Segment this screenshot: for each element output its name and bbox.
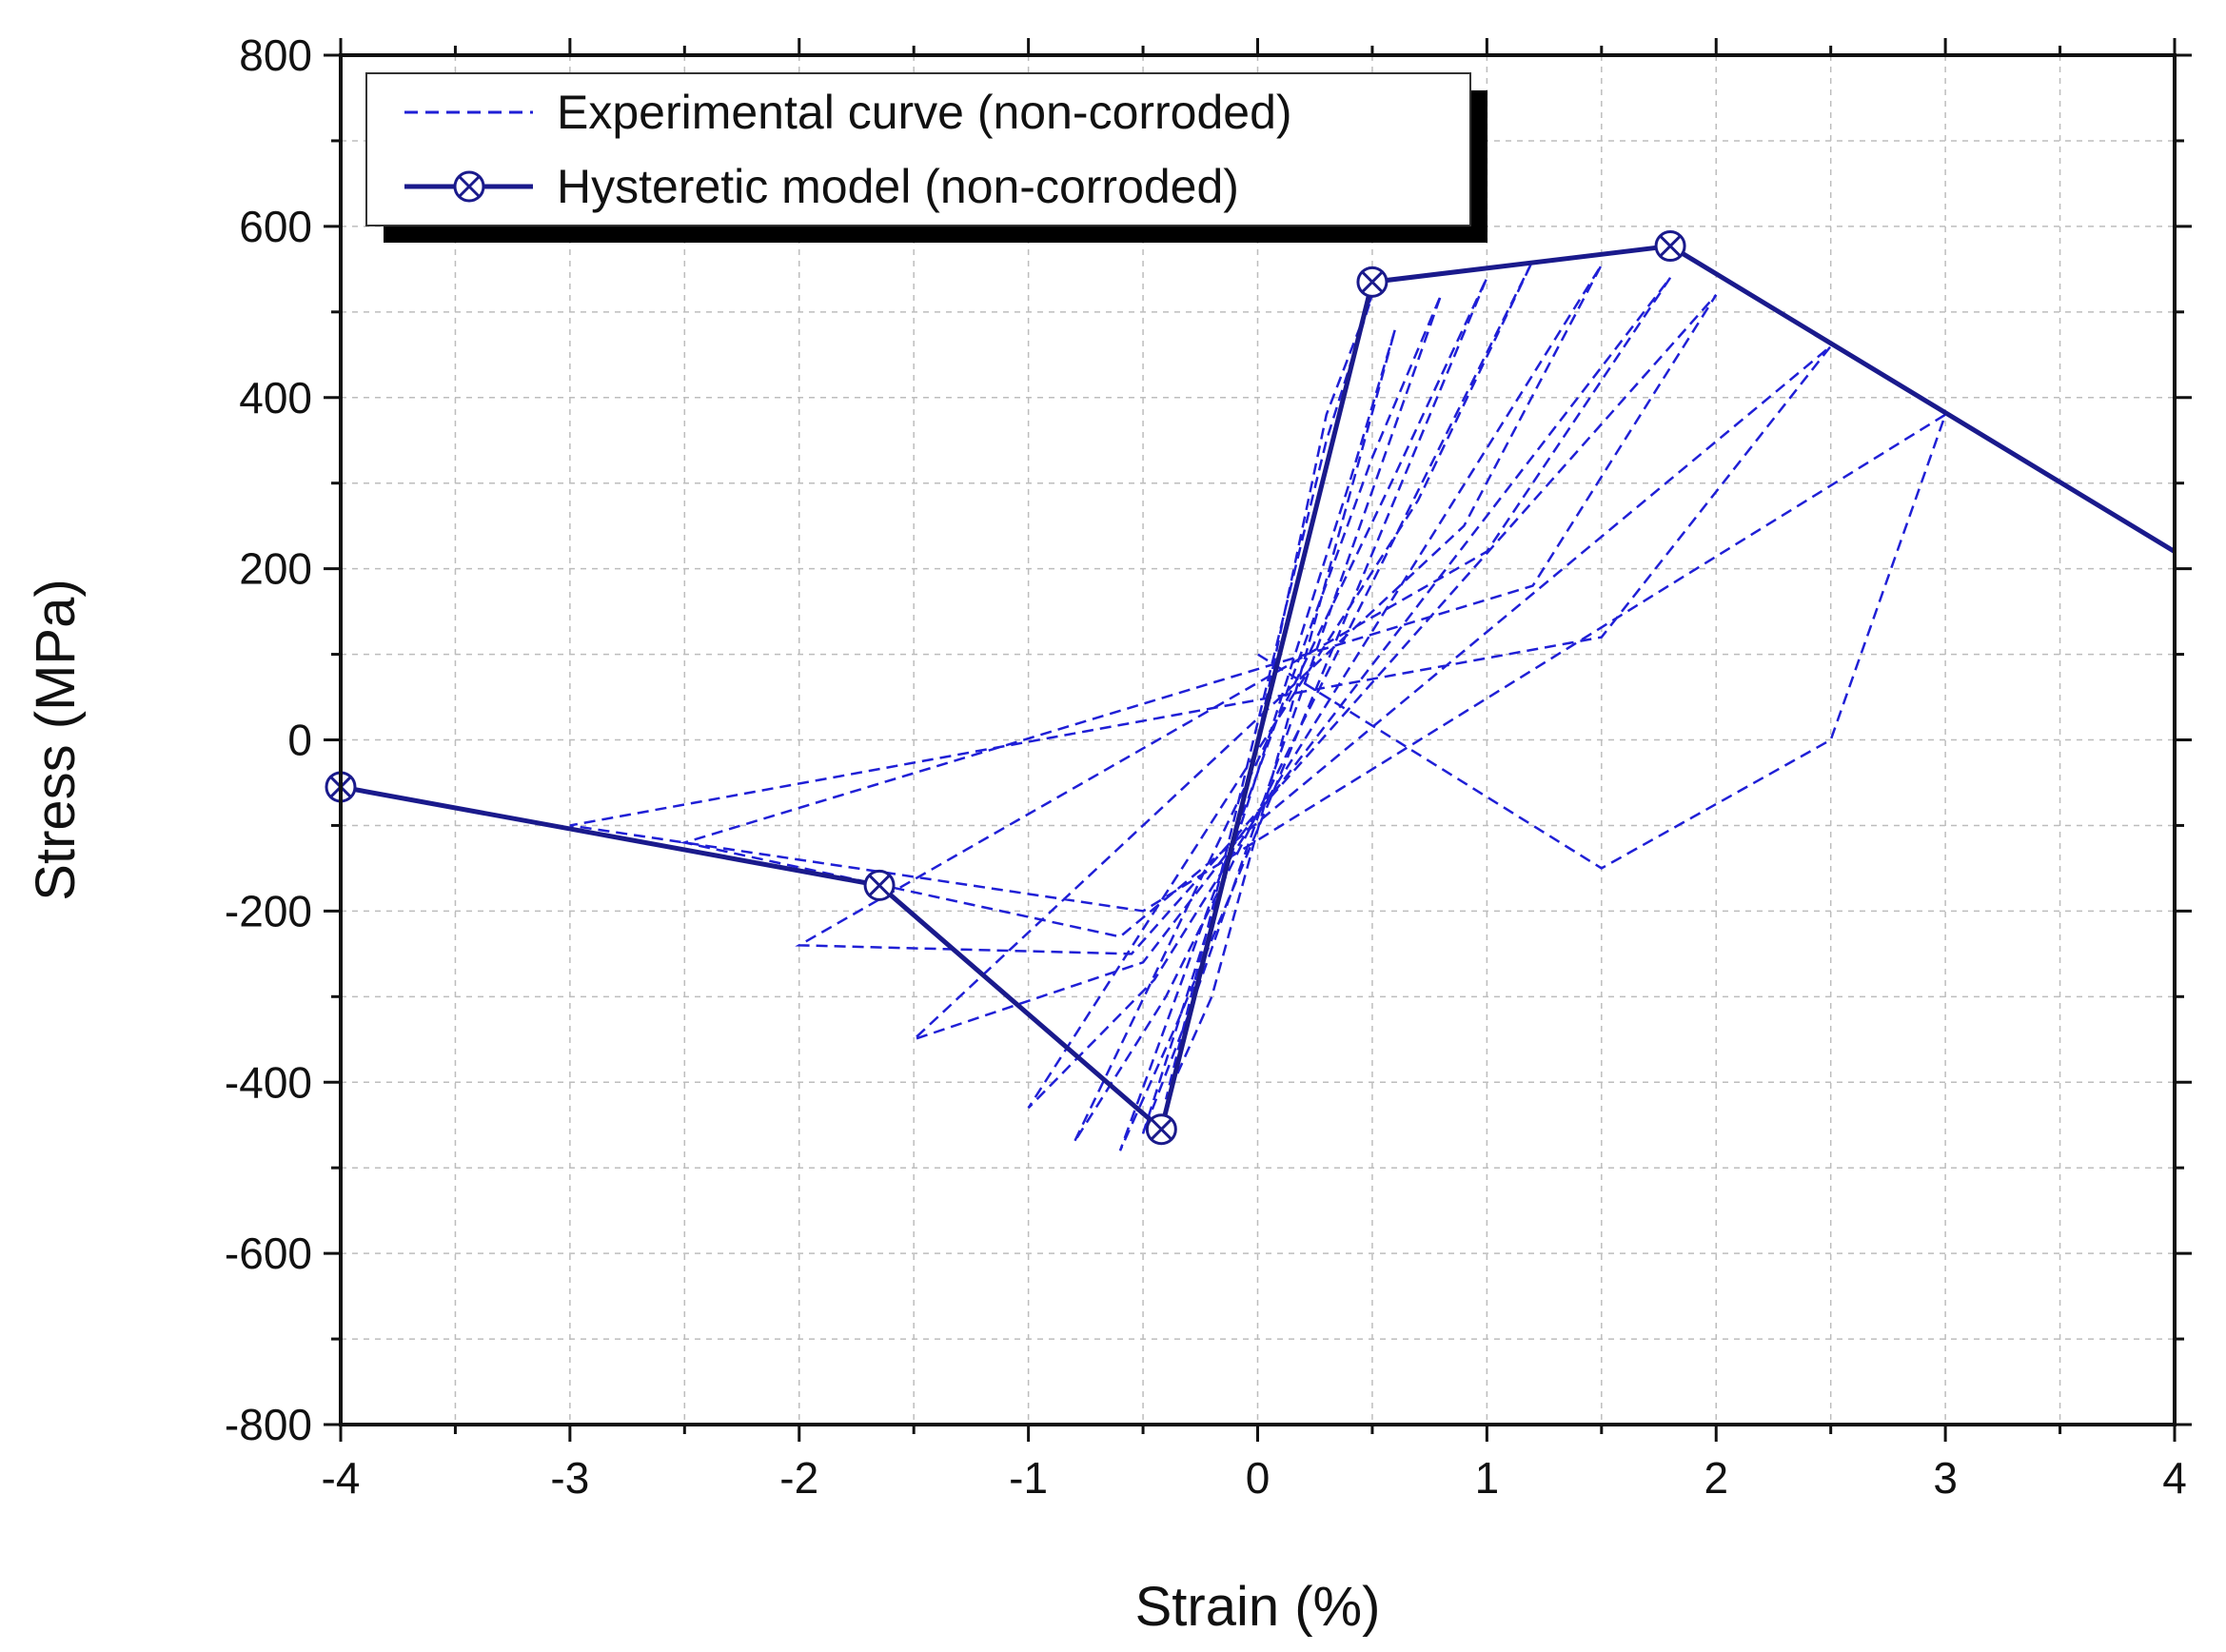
x-tick-labels: -4 -3 -2 -1 0 1 2 3 4 xyxy=(322,1453,2187,1503)
y-tick-label: 0 xyxy=(287,716,312,765)
x-tick-label: 3 xyxy=(1933,1453,1958,1503)
y-tick-label: 200 xyxy=(239,544,312,594)
y-tick-labels: -800 -600 -400 -200 0 200 400 600 800 xyxy=(225,30,312,1449)
y-tick-label: 600 xyxy=(239,202,312,251)
model-marker xyxy=(1654,230,1686,263)
x-tick-label: 0 xyxy=(1246,1453,1271,1503)
hysteretic-model-line xyxy=(340,243,2177,1134)
y-tick-label: 400 xyxy=(239,373,312,423)
model-marker xyxy=(1356,266,1389,298)
x-axis-title: Strain (%) xyxy=(1135,1576,1381,1638)
model-marker-cross xyxy=(1660,235,1682,257)
x-tick-label: -4 xyxy=(322,1453,361,1503)
x-tick-label: -3 xyxy=(550,1453,589,1503)
legend-box xyxy=(365,72,1471,226)
x-tick-label: -1 xyxy=(1009,1453,1048,1503)
y-tick-label: -600 xyxy=(225,1229,312,1278)
axis-ticks xyxy=(324,38,2192,1442)
y-tick-label: -800 xyxy=(225,1400,312,1449)
x-tick-label: -2 xyxy=(779,1453,818,1503)
x-tick-label: 1 xyxy=(1475,1453,1500,1503)
model-marker xyxy=(1145,1113,1177,1146)
model-marker-cross xyxy=(868,875,891,896)
y-tick-label: -200 xyxy=(225,886,312,935)
x-tick-label: 4 xyxy=(2162,1453,2187,1503)
legend: Experimental curve (non-corroded) Hyster… xyxy=(365,72,1487,243)
y-tick-label: -400 xyxy=(225,1057,312,1107)
y-axis-title: Stress (MPa) xyxy=(25,579,87,900)
x-tick-label: 2 xyxy=(1704,1453,1728,1503)
experimental-curve xyxy=(569,260,1948,1151)
experimental-series xyxy=(569,260,1948,1151)
model-marker-cross xyxy=(1361,271,1383,293)
model-series xyxy=(325,230,2177,1146)
y-tick-label: 800 xyxy=(239,30,312,80)
model-marker-cross xyxy=(1151,1118,1172,1140)
legend-label-experimental: Experimental curve (non-corroded) xyxy=(557,86,1292,139)
legend-label-model: Hysteretic model (non-corroded) xyxy=(557,160,1239,213)
model-marker xyxy=(863,869,896,901)
legend-marker-icon xyxy=(453,170,485,203)
